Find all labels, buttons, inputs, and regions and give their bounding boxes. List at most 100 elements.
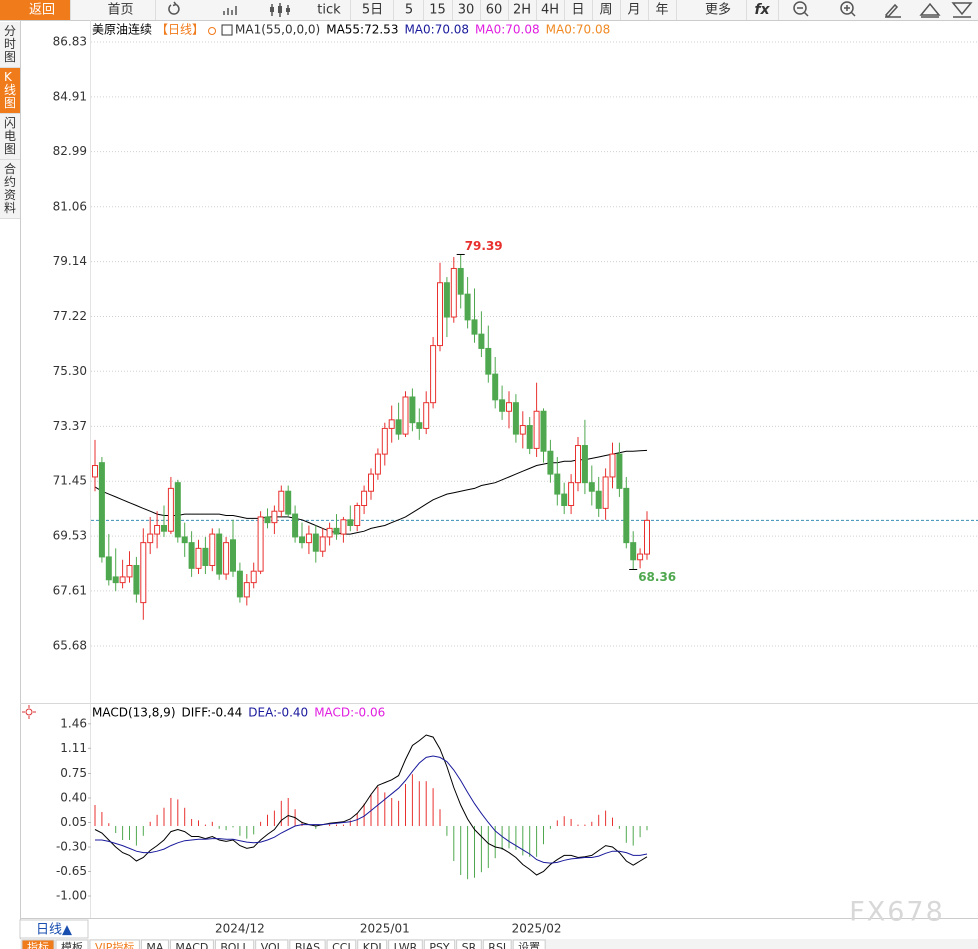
candle-body xyxy=(174,482,181,538)
candle-body xyxy=(485,347,492,375)
period-button[interactable]: 日线▲ xyxy=(36,923,72,938)
triangle-icon[interactable] xyxy=(919,2,941,18)
indicator-tab[interactable]: RSI xyxy=(488,941,506,949)
candle-body xyxy=(188,542,195,569)
toolbar-button[interactable]: 月 xyxy=(627,3,640,18)
indicator-tab[interactable]: 模板 xyxy=(61,940,83,949)
candle-body xyxy=(223,542,230,575)
low-label: 68.36 xyxy=(638,570,676,584)
zoom-out-icon[interactable] xyxy=(793,1,807,15)
y-tick-label: 1.46 xyxy=(60,716,87,730)
candle-body xyxy=(644,519,650,555)
candle-body xyxy=(112,576,119,584)
candle-body xyxy=(209,533,216,566)
candle-body xyxy=(616,453,623,489)
y-tick-label: 82.99 xyxy=(53,144,87,158)
candle-body xyxy=(464,293,471,321)
candle-body xyxy=(561,493,568,507)
candle-body xyxy=(216,533,223,575)
toolbar-button[interactable]: 15 xyxy=(429,3,446,18)
y-tick-label: 77.22 xyxy=(53,309,87,323)
indicator-tab[interactable]: MACD xyxy=(175,941,208,949)
toolbar-button[interactable]: 5日 xyxy=(362,3,383,18)
sidebar-tab[interactable]: 分时图 xyxy=(0,22,20,68)
candle-body xyxy=(602,476,609,509)
y-tick-label: -1.00 xyxy=(56,889,87,903)
toolbar-button[interactable]: 日 xyxy=(571,3,584,18)
toolbar-button[interactable]: 5 xyxy=(405,3,413,18)
x-tick-label: 2025/01 xyxy=(360,922,410,936)
sidebar: 分时图 K线图 闪电图 合约资料 xyxy=(0,22,20,219)
sidebar-tab[interactable]: 合约资料 xyxy=(0,160,20,219)
tab-bg xyxy=(482,939,512,949)
candle-body xyxy=(471,319,478,335)
macd-title: MACD(13,8,9) xyxy=(92,706,176,720)
toolbar xyxy=(0,0,978,20)
candle-body xyxy=(533,410,540,449)
candle-body xyxy=(250,570,257,584)
toolbar-button[interactable]: 返回 xyxy=(29,3,55,18)
candle-body xyxy=(271,510,278,524)
candle-body xyxy=(147,533,154,544)
indicator-tab[interactable]: 设置 xyxy=(518,941,540,949)
indicator-tab[interactable]: PSY xyxy=(429,941,450,949)
toolbar-button[interactable]: fx xyxy=(754,2,770,18)
tab-bg xyxy=(89,939,140,949)
indicator-tab[interactable]: BIAS xyxy=(295,941,320,949)
indicator-icon xyxy=(221,24,233,36)
indicator-tab[interactable]: 指标 xyxy=(27,940,49,949)
indicator-tab[interactable]: LWR xyxy=(394,941,418,949)
macd-line xyxy=(95,755,648,864)
candle-body xyxy=(547,450,554,475)
y-tick-label: 67.61 xyxy=(53,583,87,597)
y-tick-label: 81.06 xyxy=(53,199,87,213)
indicator-tab[interactable]: VIP指标 xyxy=(95,940,134,949)
candle-body xyxy=(347,519,354,527)
candle-body xyxy=(133,564,140,595)
toolbar-button[interactable]: 首页 xyxy=(107,3,133,18)
candle-body xyxy=(126,564,133,578)
toolbar-button[interactable]: 2H xyxy=(513,3,531,18)
back-button-bg xyxy=(0,0,70,20)
toolbar-button[interactable]: 年 xyxy=(655,3,668,18)
candle-body xyxy=(409,396,416,424)
toolbar-button[interactable]: 周 xyxy=(599,3,612,18)
indicator-tab[interactable]: VOL xyxy=(261,941,284,949)
toolbar-button[interactable]: 60 xyxy=(486,3,503,18)
zoom-in-icon[interactable] xyxy=(840,1,854,15)
toolbar-button[interactable]: tick xyxy=(317,3,341,18)
candle-body xyxy=(243,582,250,598)
legend-entry: MA0:70.08 xyxy=(404,23,469,37)
candle-body xyxy=(519,425,526,435)
candle-body xyxy=(402,396,409,435)
y-tick-label: 69.53 xyxy=(53,529,87,543)
candle-body xyxy=(299,536,305,544)
refresh-icon[interactable] xyxy=(168,1,180,15)
candle-body xyxy=(388,419,395,429)
pen-icon[interactable] xyxy=(884,3,901,19)
triangle-down-icon[interactable] xyxy=(951,2,973,18)
sidebar-tab[interactable]: K线图 xyxy=(0,68,20,114)
sidebar-tab[interactable]: 闪电图 xyxy=(0,114,20,160)
candle-body xyxy=(512,402,519,435)
indicator-tab[interactable]: BOLL xyxy=(220,941,249,949)
candle-body xyxy=(630,542,637,561)
bars-icon[interactable] xyxy=(223,6,237,15)
tab-bg xyxy=(456,939,482,949)
toolbar-button[interactable]: 4H xyxy=(541,3,559,18)
candle-body xyxy=(374,453,381,475)
toolbar-button[interactable]: 30 xyxy=(458,3,475,18)
candle-body xyxy=(154,525,161,535)
indicator-tab[interactable]: KDJ xyxy=(363,941,382,949)
tab-bg xyxy=(512,939,546,949)
indicator-tab[interactable]: SR xyxy=(462,941,477,949)
y-tick-label: 86.83 xyxy=(53,34,87,48)
tab-bg xyxy=(140,939,169,949)
indicator-tab[interactable]: CCI xyxy=(332,941,351,949)
y-tick-label: 0.05 xyxy=(60,815,87,829)
toolbar-button[interactable]: 更多 xyxy=(705,2,731,18)
candle-body xyxy=(98,462,105,558)
tab-bg xyxy=(357,939,388,949)
indicator-tab[interactable]: MA xyxy=(146,941,163,949)
